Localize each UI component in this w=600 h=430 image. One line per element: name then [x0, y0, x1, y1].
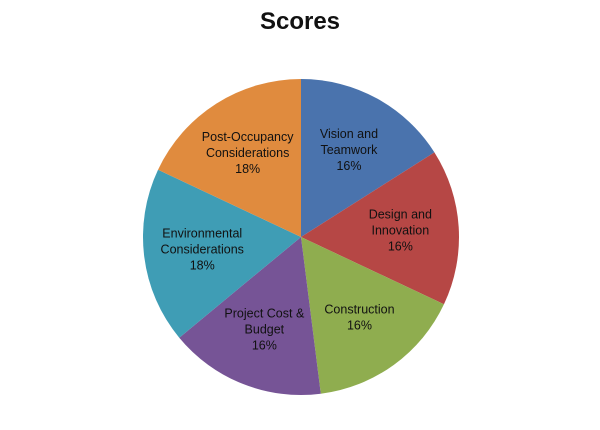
pie-slice-1 [301, 152, 460, 305]
pie-slice-percent: 16% [252, 339, 277, 353]
pie-slice-percent: 16% [347, 319, 372, 333]
pie-slice-label-5: Post-Occupancy Considerations 18% [202, 130, 294, 176]
pie-labels: Vision and Teamwork 16% Design and Innovatio… [161, 127, 432, 353]
pie-slice-label-1: Design and Innovation 16% [369, 208, 432, 254]
pie-slice-percent: 18% [190, 258, 215, 272]
pie-slice-3 [179, 237, 321, 395]
pie-slice-label-line: Design and [369, 208, 432, 222]
pie-slice-label-4: Environmental Considerations 18% [161, 226, 244, 272]
pie-slice-percent: 16% [388, 240, 413, 254]
pie-slice-label-line: Environmental [162, 226, 242, 240]
pie-slice-label-line: Vision and [320, 127, 378, 141]
pie-slice-percent: 18% [235, 162, 260, 176]
pie-slice-percent: 16% [336, 159, 361, 173]
pie-slice-label-line: Project Cost & [224, 307, 305, 321]
pie-slice-label-line: Teamwork [320, 143, 378, 157]
pie-slice-label-line: Innovation [371, 224, 429, 238]
pie-slice-label-2: Construction 16% [324, 303, 394, 333]
pie-slice-label-line: Considerations [161, 242, 244, 256]
pie-slice-0 [301, 79, 435, 237]
pie-slice-label-3: Project Cost & Budget 16% [224, 307, 305, 353]
pie-slice-4 [143, 169, 301, 338]
pie-slices [143, 79, 460, 395]
pie-slice-label-line: Construction [324, 303, 394, 317]
pie-slice-5 [158, 79, 301, 237]
pie-slice-label-0: Vision and Teamwork 16% [320, 127, 378, 173]
pie-slice-label-line: Budget [245, 323, 285, 337]
pie-slice-2 [301, 237, 444, 394]
pie-slice-label-line: Post-Occupancy [202, 130, 294, 144]
chart-title: Scores [259, 8, 341, 35]
pie-slice-label-line: Considerations [206, 146, 289, 160]
